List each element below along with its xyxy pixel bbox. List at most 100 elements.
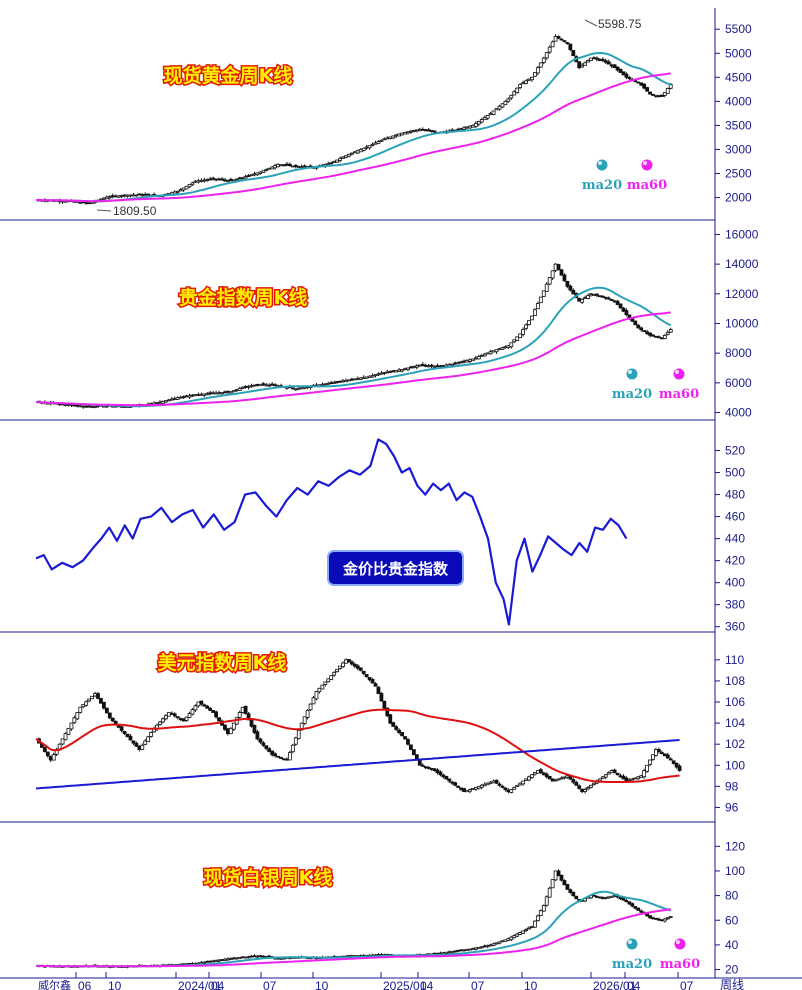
candle-body: [621, 775, 626, 780]
candle-body: [285, 163, 289, 166]
candle-body: [494, 349, 499, 353]
candle-body: [509, 936, 514, 940]
candle-body: [562, 880, 567, 886]
candle-body: [199, 700, 204, 705]
candle-body: [355, 665, 360, 669]
candle-body: [524, 324, 528, 329]
candle-body: [651, 334, 655, 337]
candle-body: [223, 958, 227, 961]
candle-body: [597, 295, 602, 298]
candle-body: [533, 920, 537, 928]
legend-ma60: ma60: [627, 158, 667, 193]
candle-body: [468, 948, 472, 951]
candle-body: [518, 333, 523, 339]
candle-body: [181, 187, 186, 191]
y-tick-label: 40: [725, 938, 739, 952]
panel-3: 360 380 400 420 440 460 480 500 520 金价比贵金指数: [0, 438, 745, 634]
candle-body: [282, 758, 286, 761]
y-tick-label: 20: [725, 963, 739, 977]
candle-body: [597, 59, 602, 62]
candle-body: [172, 713, 177, 717]
candle-body: [538, 910, 543, 916]
candle-body: [208, 178, 213, 181]
y-tick-label: 460: [725, 510, 745, 524]
y-tick-label: 106: [725, 695, 745, 709]
candle-body: [341, 380, 345, 383]
candle-body: [228, 958, 233, 960]
candle-body: [379, 692, 384, 702]
candle-body: [409, 130, 413, 133]
candle-body: [344, 659, 348, 664]
candle-body: [358, 149, 363, 153]
candle-body: [411, 749, 416, 756]
candle-body: [538, 769, 543, 774]
candle-body: [208, 707, 213, 711]
candle-body: [208, 960, 213, 963]
candle-body: [521, 930, 526, 934]
candle-body: [211, 177, 216, 180]
candle-body: [137, 745, 142, 750]
candle-body: [476, 946, 481, 949]
candle-body: [633, 320, 638, 325]
x-tick-label: 10: [315, 979, 329, 990]
candle-body: [78, 706, 83, 713]
candle-body: [166, 399, 171, 402]
candle-body: [488, 944, 493, 947]
panel-title: 美元指数周K线: [158, 651, 287, 674]
y-tick-label: 10000: [725, 316, 759, 330]
y-tick-label: 80: [725, 889, 739, 903]
candle-body: [376, 373, 381, 376]
candle-body: [163, 400, 168, 403]
candle-body: [562, 776, 567, 779]
candle-body: [311, 697, 316, 705]
candle-body: [642, 83, 647, 89]
candle-body: [651, 93, 655, 96]
candle-body: [665, 754, 670, 759]
candle-body: [388, 371, 393, 373]
y-tick-label: 5000: [725, 46, 752, 60]
candle-body: [231, 722, 236, 730]
candle-body: [550, 41, 555, 48]
candle-body: [96, 693, 100, 699]
candle-body: [231, 179, 236, 182]
x-tick-label: 07: [263, 979, 277, 990]
candle-body: [438, 365, 443, 368]
candle-body: [645, 764, 649, 772]
candle-body: [364, 376, 369, 379]
candle-body: [249, 385, 254, 388]
y-tick-label: 4500: [725, 70, 752, 84]
candle-body: [137, 193, 142, 196]
candle-body: [597, 778, 602, 782]
candle-body: [662, 92, 667, 96]
candle-body: [471, 788, 475, 790]
candle-body: [308, 703, 313, 711]
candle-body: [391, 722, 396, 727]
candle-body: [453, 362, 458, 365]
candle-body: [485, 782, 490, 786]
candle-body: [394, 134, 399, 137]
candle-body: [473, 787, 478, 790]
panel-title: 现货白银周K线: [204, 866, 333, 889]
candles: [37, 658, 682, 794]
candle-body: [527, 927, 531, 930]
candle-body: [615, 66, 620, 71]
candle-body: [494, 942, 499, 945]
candle-body: [465, 126, 469, 129]
candle-body: [465, 790, 469, 793]
candle-body: [456, 362, 461, 365]
candle-body: [547, 46, 552, 53]
ma-blue-line: [35, 739, 680, 790]
candle-body: [429, 767, 434, 770]
candle-body: [450, 363, 455, 366]
candle-body: [332, 672, 337, 676]
candle-body: [258, 955, 263, 958]
candle-body: [211, 392, 216, 395]
candle-body: [323, 681, 328, 685]
candle-body: [45, 751, 50, 757]
candle-body: [299, 387, 304, 390]
x-tick-label: 07: [471, 979, 485, 990]
candle-body: [491, 110, 496, 115]
x-tick-label: 2024/01: [178, 979, 222, 990]
candle-body: [397, 133, 402, 137]
